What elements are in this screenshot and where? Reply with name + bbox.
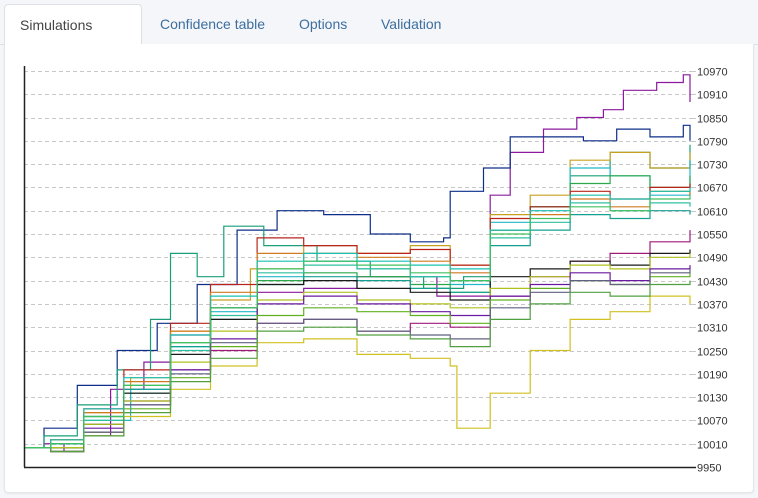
y-tick-label: 10790 (697, 137, 728, 149)
y-tick-label: 10010 (697, 440, 728, 452)
y-tick-label: 9950 (697, 463, 721, 475)
series-line-sim-18 (24, 280, 691, 453)
y-tick-label: 10130 (697, 393, 728, 405)
y-tick-label: 10730 (697, 160, 728, 172)
series-line-sim-13 (24, 253, 691, 449)
y-tick-label: 10370 (697, 300, 728, 312)
y-tick-label: 10310 (697, 323, 728, 335)
series-line-sim-2 (24, 124, 691, 449)
y-tick-label: 10610 (697, 207, 728, 219)
series-line-sim-12 (24, 249, 691, 449)
tab-bar: Simulations chart Confidence table Optio… (0, 0, 758, 74)
series-line-sim-20 (24, 195, 691, 449)
y-tick-label: 10490 (697, 253, 728, 265)
y-tick-label: 10070 (697, 416, 728, 428)
y-tick-label: 10550 (697, 230, 728, 242)
y-tick-label: 10430 (697, 277, 728, 289)
y-tick-label: 10190 (697, 370, 728, 382)
y-tick-label: 10850 (697, 114, 728, 126)
tab-options[interactable]: Options (299, 16, 348, 32)
y-tick-label: 10250 (697, 347, 728, 359)
y-tick-label: 10910 (697, 90, 728, 102)
tab-simulations-chart[interactable]: Simulations chart (4, 4, 142, 74)
y-tick-label: 10970 (697, 67, 728, 79)
tab-confidence-table[interactable]: Confidence table (160, 16, 266, 32)
y-tick-label: 10670 (697, 183, 728, 195)
tab-validation[interactable]: Validation (381, 16, 442, 32)
